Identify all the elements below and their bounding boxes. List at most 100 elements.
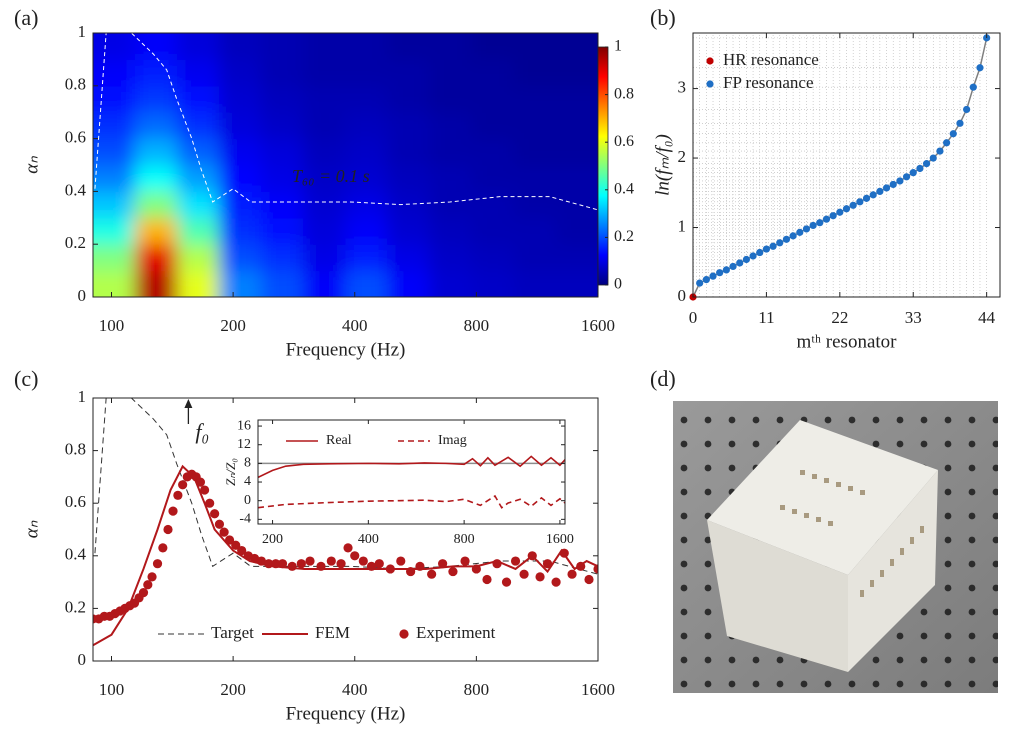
heatmap-cell xyxy=(302,85,346,113)
colorbar-tick-label: 1 xyxy=(614,38,622,55)
x-tick-label: 400 xyxy=(342,680,368,699)
point xyxy=(949,130,957,138)
point xyxy=(889,180,897,189)
heatmap-cell xyxy=(177,217,220,245)
heatmap-cell xyxy=(555,33,598,60)
y-tick-label: 1 xyxy=(678,216,687,235)
heatmap-cell xyxy=(219,138,262,166)
point xyxy=(296,559,306,569)
heatmap-cell xyxy=(93,85,136,113)
point xyxy=(256,556,267,566)
point xyxy=(163,524,173,535)
point xyxy=(749,252,757,260)
point xyxy=(702,276,710,284)
point xyxy=(152,559,163,569)
point xyxy=(350,551,360,561)
point xyxy=(729,262,737,271)
y-tick-label: 3 xyxy=(678,77,687,96)
heatmap-cell xyxy=(134,138,178,166)
line xyxy=(258,455,565,479)
heatmap-cell xyxy=(134,244,178,272)
point xyxy=(438,559,448,569)
heatmap-cell xyxy=(134,217,178,245)
heatmap-cell xyxy=(177,112,220,140)
point xyxy=(406,566,416,577)
point xyxy=(415,561,425,571)
cube-front xyxy=(707,520,848,672)
heatmap-cell xyxy=(555,59,598,87)
point xyxy=(802,225,811,233)
point xyxy=(501,577,512,587)
point xyxy=(374,559,384,569)
point xyxy=(173,490,183,500)
panel-label: (d) xyxy=(650,366,676,391)
point xyxy=(343,543,353,553)
point xyxy=(219,527,229,537)
point xyxy=(214,519,225,529)
heatmap-cell xyxy=(513,270,557,297)
y-axis-label: Zₙ/Z₀ xyxy=(223,458,238,486)
heatmap-cell xyxy=(471,59,515,87)
heatmap-cell xyxy=(387,217,430,245)
point xyxy=(762,245,771,253)
point xyxy=(696,279,704,287)
point xyxy=(576,561,586,571)
point xyxy=(776,239,784,247)
heatmap-cell xyxy=(429,33,472,60)
point xyxy=(396,556,406,566)
heatmap-cell xyxy=(345,270,388,297)
heatmap-cell xyxy=(177,191,220,219)
x-tick-label: 1600 xyxy=(546,532,574,547)
heatmap xyxy=(93,33,598,297)
legend-marker xyxy=(706,57,714,65)
panel-label: (b) xyxy=(650,5,676,30)
point xyxy=(943,139,951,147)
point xyxy=(922,160,931,168)
y-tick-label: 0 xyxy=(78,286,87,305)
colorbar xyxy=(597,46,609,286)
heatmap-cell xyxy=(93,217,136,245)
heatmap-cell xyxy=(429,217,472,245)
x-tick-label: 800 xyxy=(464,316,490,335)
heatmap-cell xyxy=(555,244,598,272)
colorbar-tick-label: 0.4 xyxy=(614,180,634,197)
heatmap-cell xyxy=(513,33,557,60)
point xyxy=(822,215,831,223)
heatmap-cell xyxy=(93,59,136,87)
heatmap-cell xyxy=(513,191,557,219)
heatmap-cell xyxy=(429,165,472,192)
point xyxy=(742,255,750,264)
heatmap-cell xyxy=(471,165,515,192)
point xyxy=(976,64,984,72)
heatmap-cell xyxy=(555,112,598,140)
heatmap-cell xyxy=(219,244,262,272)
point xyxy=(287,561,297,571)
x-tick-label: 200 xyxy=(220,316,246,335)
heatmap-cell xyxy=(387,112,430,140)
heatmap-cell xyxy=(345,165,388,192)
heatmap-cell xyxy=(219,270,262,297)
point xyxy=(316,561,326,571)
heatmap-cell xyxy=(555,270,598,297)
annotation-arrowhead xyxy=(184,399,193,408)
point xyxy=(862,194,871,202)
heatmap-cell xyxy=(471,85,515,113)
heatmap-cell xyxy=(177,244,220,272)
y-axis-label: αₙ xyxy=(21,156,42,174)
heatmap-cell xyxy=(387,59,430,87)
heatmap-cell xyxy=(260,165,304,192)
point xyxy=(559,548,569,558)
panel-label: (c) xyxy=(14,366,38,391)
annotation: f₀ xyxy=(195,419,209,444)
heatmap-cell xyxy=(471,244,515,272)
heatmap-cell xyxy=(219,59,262,87)
x-tick-label: 200 xyxy=(220,680,246,699)
heatmap-cell xyxy=(134,112,178,140)
heatmap-cell xyxy=(93,33,136,60)
point xyxy=(482,574,492,585)
heatmap-cell xyxy=(471,191,515,219)
point xyxy=(527,551,537,561)
y-tick-label: 16 xyxy=(237,418,251,433)
point xyxy=(326,556,336,566)
heatmap-cell xyxy=(177,270,220,297)
